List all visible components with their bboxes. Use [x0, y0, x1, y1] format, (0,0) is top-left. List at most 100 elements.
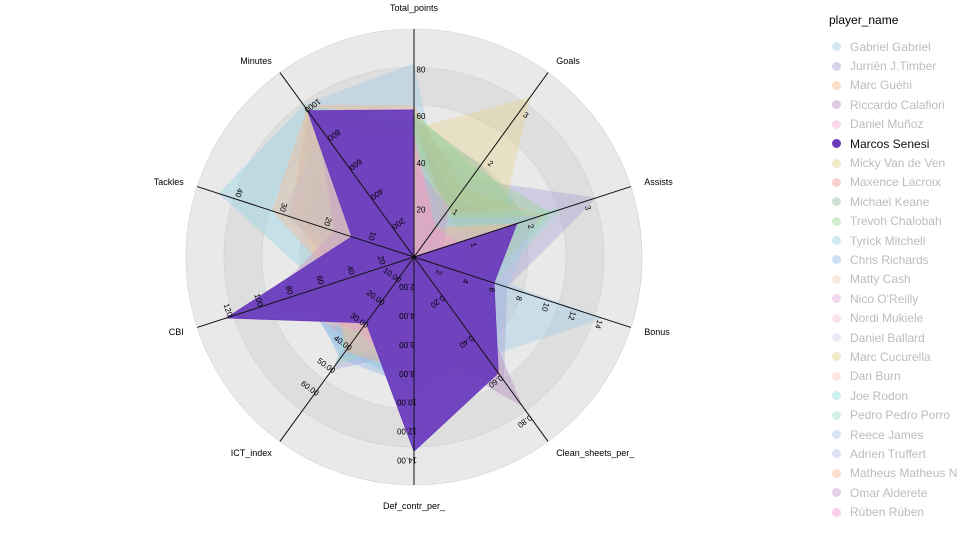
axis-title: Minutes — [240, 56, 272, 66]
tick-label: 20 — [417, 205, 426, 214]
legend-item[interactable]: Matty Cash — [828, 270, 964, 289]
radar-chart: 20406080Total_points123Goals123Assists24… — [154, 3, 673, 511]
tick-label: 14 — [593, 319, 604, 331]
axis-line — [279, 256, 415, 442]
legend-dot — [832, 507, 841, 517]
legend-dot — [832, 236, 841, 246]
legend-label: Chris Richards — [850, 252, 929, 267]
legend-item[interactable]: Tyrick Mitchell — [828, 231, 964, 250]
axis-line — [413, 72, 549, 258]
axis-line — [197, 256, 415, 328]
axis-line — [413, 186, 631, 258]
legend-label: Nico O'Reilly — [850, 291, 919, 306]
legend-dot — [832, 216, 841, 226]
legend-label: Dan Burn — [850, 369, 901, 384]
legend-item[interactable]: Marc Guéhi — [828, 76, 964, 95]
axis-title: Tackles — [154, 177, 185, 187]
tick-label: 2 — [434, 269, 444, 277]
tick-label: 10 — [366, 230, 377, 242]
tick-label: 80 — [417, 65, 426, 74]
tick-label: 80 — [284, 285, 295, 297]
legend-label: Pedro Pedro Porro — [850, 408, 951, 423]
legend-dot — [832, 468, 841, 478]
legend-label: Rúben Rúben — [850, 505, 925, 520]
legend-item[interactable]: Nico O'Reilly — [828, 289, 964, 308]
legend-dot — [832, 430, 841, 439]
tick-label: 40 — [233, 187, 244, 199]
tick-label: 2 — [486, 159, 495, 169]
axis-title: Clean_sheets_per_ — [556, 448, 635, 458]
tick-label: 30 — [278, 202, 289, 214]
tick-label: 6 — [487, 286, 497, 294]
tick-label: 4.00 — [399, 311, 415, 320]
legend-dot — [832, 100, 841, 110]
legend-dot — [832, 352, 841, 362]
legend-item[interactable]: Omar Alderete — [828, 483, 964, 502]
legend-item[interactable]: Adrien Truffert — [828, 444, 964, 463]
tick-label: 4 — [460, 278, 470, 286]
legend-dot — [832, 488, 841, 498]
legend-dot — [832, 42, 841, 52]
legend-item[interactable]: Marcos Senesi — [828, 134, 964, 153]
tick-label: 10 — [540, 301, 551, 313]
legend-dot — [832, 294, 841, 304]
legend-item[interactable]: Riccardo Calafiori — [828, 95, 964, 114]
legend-label: Daniel Ballard — [850, 330, 925, 345]
legend-item[interactable]: Daniel Ballard — [828, 328, 964, 347]
legend-dot — [832, 410, 841, 420]
legend-item[interactable]: Matheus Matheus N — [828, 464, 964, 483]
legend-dot — [832, 177, 841, 187]
axis-title: Def_contr_per_ — [383, 501, 446, 511]
tick-label: 120 — [222, 302, 235, 318]
legend-item[interactable]: Jurriën J.Timber — [828, 56, 964, 75]
legend-label: Omar Alderete — [850, 485, 928, 500]
legend-label: Tyrick Mitchell — [850, 233, 926, 248]
legend-item[interactable]: Pedro Pedro Porro — [828, 405, 964, 424]
legend-label: Adrien Truffert — [850, 446, 926, 461]
tick-label: 12 — [566, 310, 577, 322]
legend-item[interactable]: Michael Keane — [828, 192, 964, 211]
legend-dot — [832, 391, 841, 401]
legend-items: Gabriel Gabriel Jurriën J.Timber Marc Guéh… — [828, 37, 964, 522]
axis-line — [413, 256, 631, 328]
tick-label: 12.00 — [396, 427, 417, 436]
legend-item[interactable]: Reece James — [828, 425, 964, 444]
tick-label: 10.00 — [396, 398, 417, 407]
legend-item[interactable]: Trevoh Chalobah — [828, 212, 964, 231]
legend-item[interactable]: Marc Cucurella — [828, 347, 964, 366]
legend-dot — [832, 139, 841, 149]
axis-title: Assists — [644, 177, 673, 187]
legend-item[interactable]: Dan Burn — [828, 367, 964, 386]
legend-item[interactable]: Rúben Rúben — [828, 502, 964, 521]
axis-line — [279, 72, 415, 258]
legend-item[interactable]: Gabriel Gabriel — [828, 37, 964, 56]
legend-label: Micky Van de Ven — [850, 156, 946, 171]
legend-item[interactable]: Daniel Muñoz — [828, 115, 964, 134]
axis-title: ICT_index — [231, 448, 273, 458]
legend-dot — [832, 449, 841, 459]
legend-item[interactable]: Maxence Lacroix — [828, 173, 964, 192]
tick-label: 2 — [526, 223, 536, 231]
legend-item[interactable]: Nordi Mukiele — [828, 308, 964, 327]
tick-label: 100 — [252, 292, 265, 308]
legend-dot — [832, 371, 841, 381]
legend-dot — [832, 255, 841, 265]
legend-item[interactable]: Micky Van de Ven — [828, 153, 964, 172]
legend-dot — [832, 61, 841, 71]
tick-label: 1 — [451, 207, 460, 217]
tick-label: 8.00 — [399, 369, 415, 378]
legend-label: Joe Rodon — [850, 388, 909, 403]
legend-item[interactable]: Chris Richards — [828, 250, 964, 269]
legend-label: Marcos Senesi — [850, 136, 930, 151]
legend-label: Marc Cucurella — [850, 349, 931, 364]
legend-label: Reece James — [850, 427, 924, 442]
legend-item[interactable]: Joe Rodon — [828, 386, 964, 405]
tick-label: 60 — [314, 275, 325, 287]
legend-label: Michael Keane — [850, 194, 930, 209]
legend-label: Nordi Mukiele — [850, 311, 924, 326]
tick-label: 3 — [583, 204, 593, 212]
legend-dot — [832, 80, 841, 90]
legend: player_name Gabriel Gabriel Jurriën J.Tim… — [828, 12, 964, 522]
legend-title: player_name — [829, 13, 899, 27]
tick-label: 20 — [376, 255, 387, 267]
